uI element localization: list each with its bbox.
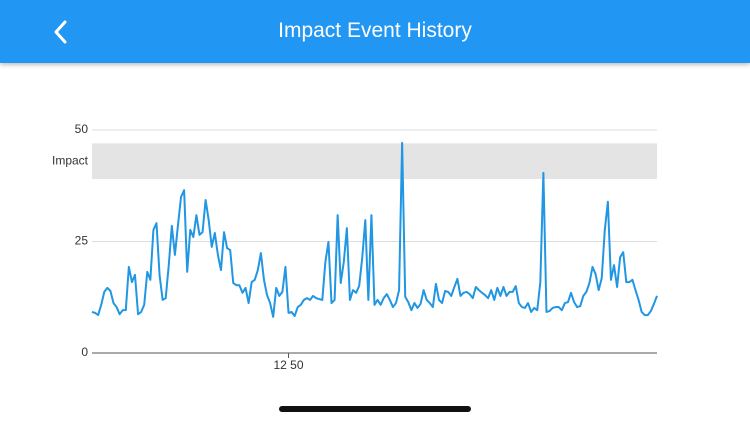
chart: Impact 0 25 50 12 50 xyxy=(52,122,658,372)
band-label: Impact xyxy=(52,153,89,167)
home-indicator xyxy=(279,406,471,412)
x-tick-label: 12 50 xyxy=(274,358,304,372)
data-line xyxy=(91,141,658,318)
y-tick-label: 50 xyxy=(75,122,89,136)
app-bar: Impact Event History xyxy=(0,0,750,63)
impact-band xyxy=(92,143,657,180)
back-button[interactable] xyxy=(47,17,77,47)
y-tick-label: 25 xyxy=(75,234,89,248)
screen-title: Impact Event History xyxy=(278,19,472,42)
y-tick-label: 0 xyxy=(81,345,88,359)
